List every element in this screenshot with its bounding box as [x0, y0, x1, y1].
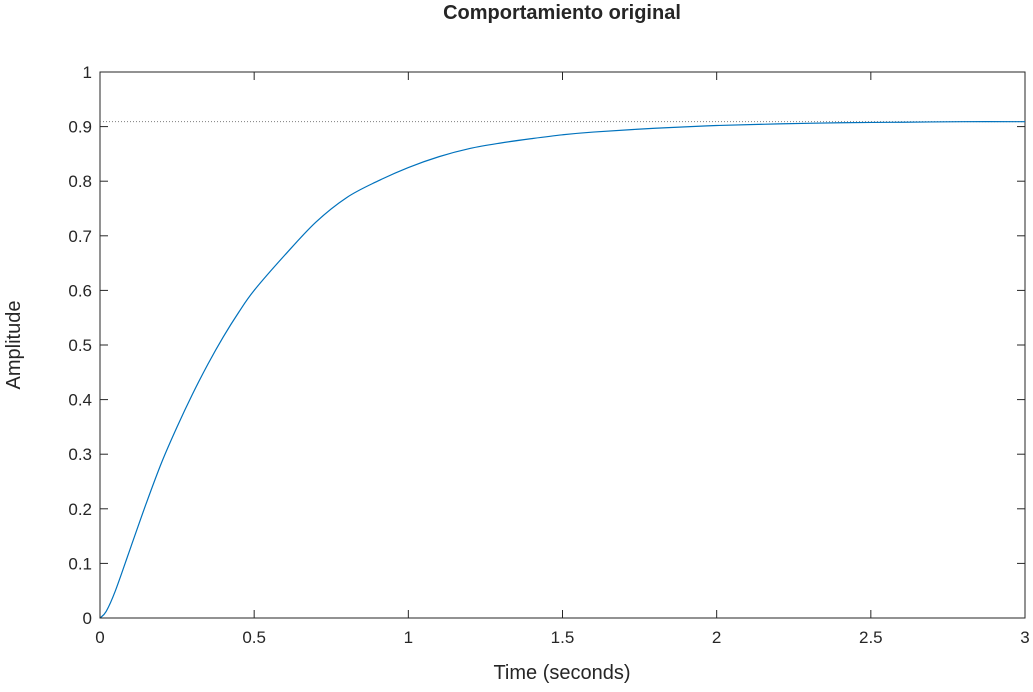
plot-area [99, 71, 1026, 619]
x-tick-label: 1.5 [551, 628, 575, 647]
y-tick-label: 0.8 [68, 172, 92, 191]
x-tick-label: 0 [95, 628, 104, 647]
x-tick-label: 2 [712, 628, 721, 647]
x-tick-label: 0.5 [242, 628, 266, 647]
x-axis-label: Time (seconds) [493, 662, 630, 684]
chart-title: Comportamiento original [443, 2, 681, 24]
y-tick-label: 0.4 [68, 391, 92, 410]
y-axis-label: Amplitude [3, 301, 25, 390]
x-tick-label: 3 [1020, 628, 1029, 647]
y-tick-label: 0.9 [68, 118, 92, 137]
y-tick-label: 0 [83, 609, 92, 628]
x-tick-label: 2.5 [859, 628, 883, 647]
y-tick-label: 0.7 [68, 227, 92, 246]
y-tick-label: 0.2 [68, 500, 92, 519]
y-tick-label: 0.1 [68, 554, 92, 573]
y-tick-label: 0.5 [68, 336, 92, 355]
y-tick-label: 0.3 [68, 445, 92, 464]
axes-box [99, 71, 1026, 619]
y-tick-label: 1 [83, 63, 92, 82]
y-tick-label: 0.6 [68, 281, 92, 300]
x-tick-label: 1 [404, 628, 413, 647]
series-line-0 [99, 121, 1026, 619]
axis-ticks: 0 0.5 1 1.5 2 2.5 3 0 0.1 0.2 0.3 0.4 0.5 0.6 0.7 0.8 0.… [68, 63, 1029, 647]
